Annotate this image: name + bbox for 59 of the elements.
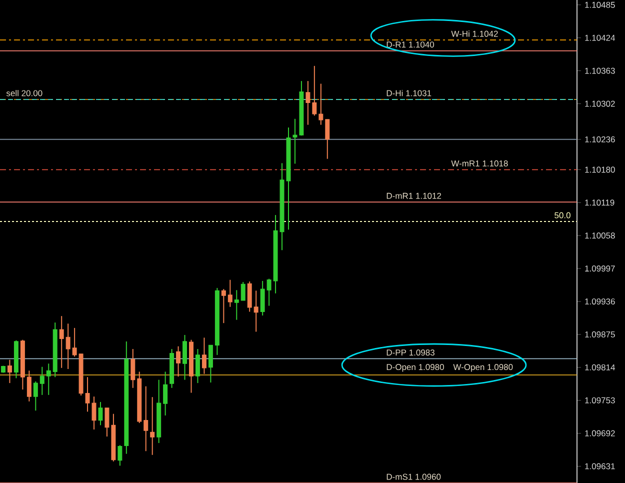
candlestick bbox=[26, 370, 32, 402]
candlestick bbox=[72, 327, 77, 358]
y-tick-label: 1.09814 bbox=[585, 364, 615, 370]
candlestick bbox=[176, 346, 181, 378]
candlestick bbox=[266, 278, 272, 306]
candlestick bbox=[182, 334, 188, 380]
y-tick-label: 1.10363 bbox=[585, 68, 615, 74]
ref-line-label: W-mR1 1.1018 bbox=[451, 160, 508, 166]
y-tick-label: 1.09875 bbox=[585, 331, 615, 338]
candlestick bbox=[7, 359, 12, 384]
candlestick bbox=[312, 65, 317, 116]
candlestick bbox=[130, 348, 136, 388]
ref-line-label: D-R1 1.1040 bbox=[386, 42, 434, 48]
candlestick bbox=[254, 290, 258, 332]
candlestick bbox=[202, 337, 206, 374]
candlestick bbox=[118, 444, 122, 466]
candlestick bbox=[306, 80, 310, 126]
candlestick bbox=[104, 407, 110, 438]
candlestick bbox=[59, 316, 64, 368]
ref-line-label: D-mR1 1.1012 bbox=[386, 192, 442, 199]
ref-line-label: sell 20.00 bbox=[6, 90, 42, 96]
candlestick bbox=[208, 344, 213, 384]
y-tick-label: 1.10485 bbox=[585, 2, 615, 8]
candlestick bbox=[240, 282, 246, 301]
y-tick-label: 1.09631 bbox=[585, 463, 615, 470]
candlestick bbox=[46, 363, 51, 396]
candlestick bbox=[40, 366, 44, 396]
annotation: 50.0 bbox=[554, 212, 570, 218]
annotation: W-Open 1.0980 bbox=[453, 364, 513, 372]
y-tick-label: 1.10180 bbox=[585, 166, 615, 173]
candlestick bbox=[228, 279, 232, 308]
ref-line-label: D-PP 1.0983 bbox=[386, 350, 434, 356]
ref-line-label: W-Hi 1.1042 bbox=[451, 30, 498, 37]
y-tick-label: 1.10302 bbox=[585, 100, 615, 107]
candlestick bbox=[292, 118, 298, 164]
candlestick bbox=[33, 380, 38, 412]
candlestick bbox=[247, 280, 252, 312]
y-tick-label: 1.10058 bbox=[585, 232, 615, 239]
y-tick-label: 1.09692 bbox=[585, 430, 615, 436]
candlestick bbox=[66, 323, 70, 370]
ref-line-label: D-Open 1.0980 bbox=[386, 364, 444, 372]
candlestick bbox=[144, 386, 148, 452]
candlestick bbox=[318, 83, 324, 126]
y-tick-label: 1.10424 bbox=[585, 34, 615, 41]
y-tick-label: 1.09997 bbox=[585, 266, 615, 272]
y-tick-label: 1.10236 bbox=[585, 136, 615, 142]
candlestick bbox=[150, 396, 155, 456]
y-tick-label: 1.09753 bbox=[585, 397, 615, 404]
y-tick-label: 1.09936 bbox=[585, 298, 615, 304]
candlestick bbox=[195, 348, 200, 384]
candlestick bbox=[260, 280, 265, 316]
candlestick bbox=[98, 401, 103, 426]
ref-line-label: D-Hi 1.1031 bbox=[386, 90, 432, 96]
ref-line-label: D-mS1 1.0960 bbox=[386, 474, 441, 480]
y-tick-label: 1.10119 bbox=[585, 200, 614, 206]
candlestick bbox=[163, 371, 168, 416]
candlestick bbox=[221, 288, 226, 324]
candlestick bbox=[234, 290, 239, 320]
candlestick bbox=[325, 118, 330, 160]
